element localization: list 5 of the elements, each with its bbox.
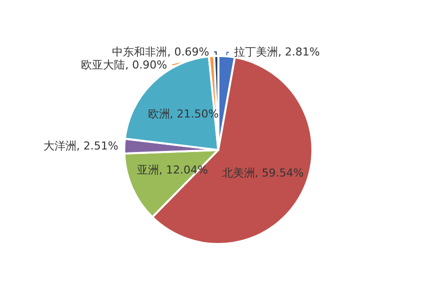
slice-label: 欧亚大陆, 0.90% [81, 58, 168, 72]
slice-label: 北美洲, 59.54% [222, 166, 304, 180]
slice-label: 拉丁美洲, 2.81% [234, 46, 320, 59]
slice-label: 中东和非洲, 0.69% [112, 45, 210, 58]
slice-label: 大洋洲, 2.51% [43, 139, 118, 152]
